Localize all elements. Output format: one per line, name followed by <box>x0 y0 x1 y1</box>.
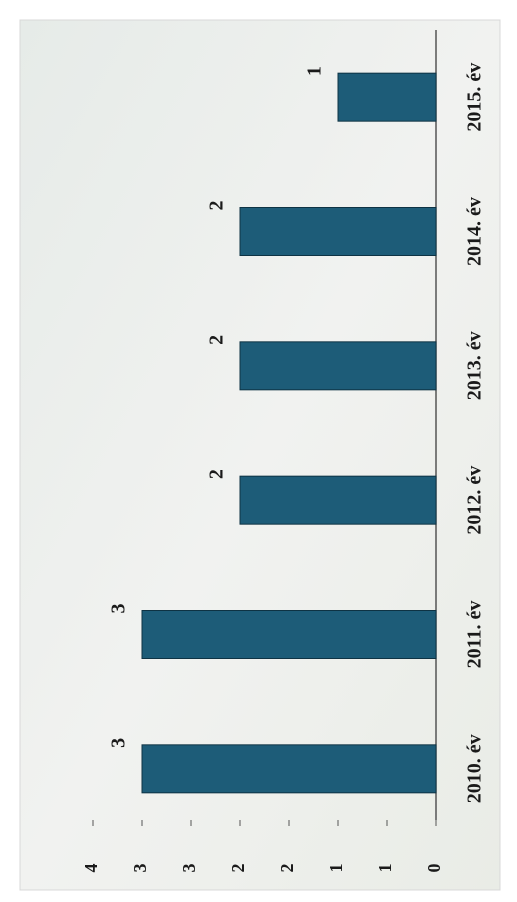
x-tick-label: 2011. év <box>464 601 486 669</box>
x-tick-label: 2015. év <box>464 63 486 132</box>
y-tick-label: 2 <box>228 864 248 873</box>
x-tick-label: 2010. év <box>464 734 486 803</box>
y-tick-label: 3 <box>179 864 199 873</box>
bar <box>239 475 437 525</box>
value-label: 3 <box>108 604 130 614</box>
y-tick-label: 0 <box>424 864 444 873</box>
bar <box>239 341 437 391</box>
value-label: 1 <box>304 66 326 76</box>
bar <box>337 72 437 122</box>
x-tick-label: 2014. év <box>464 197 486 266</box>
value-label: 2 <box>206 469 228 479</box>
y-tick-label: 4 <box>81 864 101 873</box>
bar <box>141 744 437 794</box>
y-tick-label: 1 <box>375 864 395 873</box>
bar <box>141 610 437 659</box>
y-tick-label: 2 <box>277 864 297 873</box>
value-label: 2 <box>206 335 228 345</box>
y-tick-label: 3 <box>130 864 150 873</box>
value-label: 2 <box>206 201 228 211</box>
value-label: 3 <box>108 738 130 748</box>
y-tick-label: 1 <box>326 864 346 873</box>
x-tick-label: 2013. év <box>464 331 486 400</box>
x-tick-label: 2012. év <box>464 466 486 535</box>
bar <box>239 207 437 256</box>
